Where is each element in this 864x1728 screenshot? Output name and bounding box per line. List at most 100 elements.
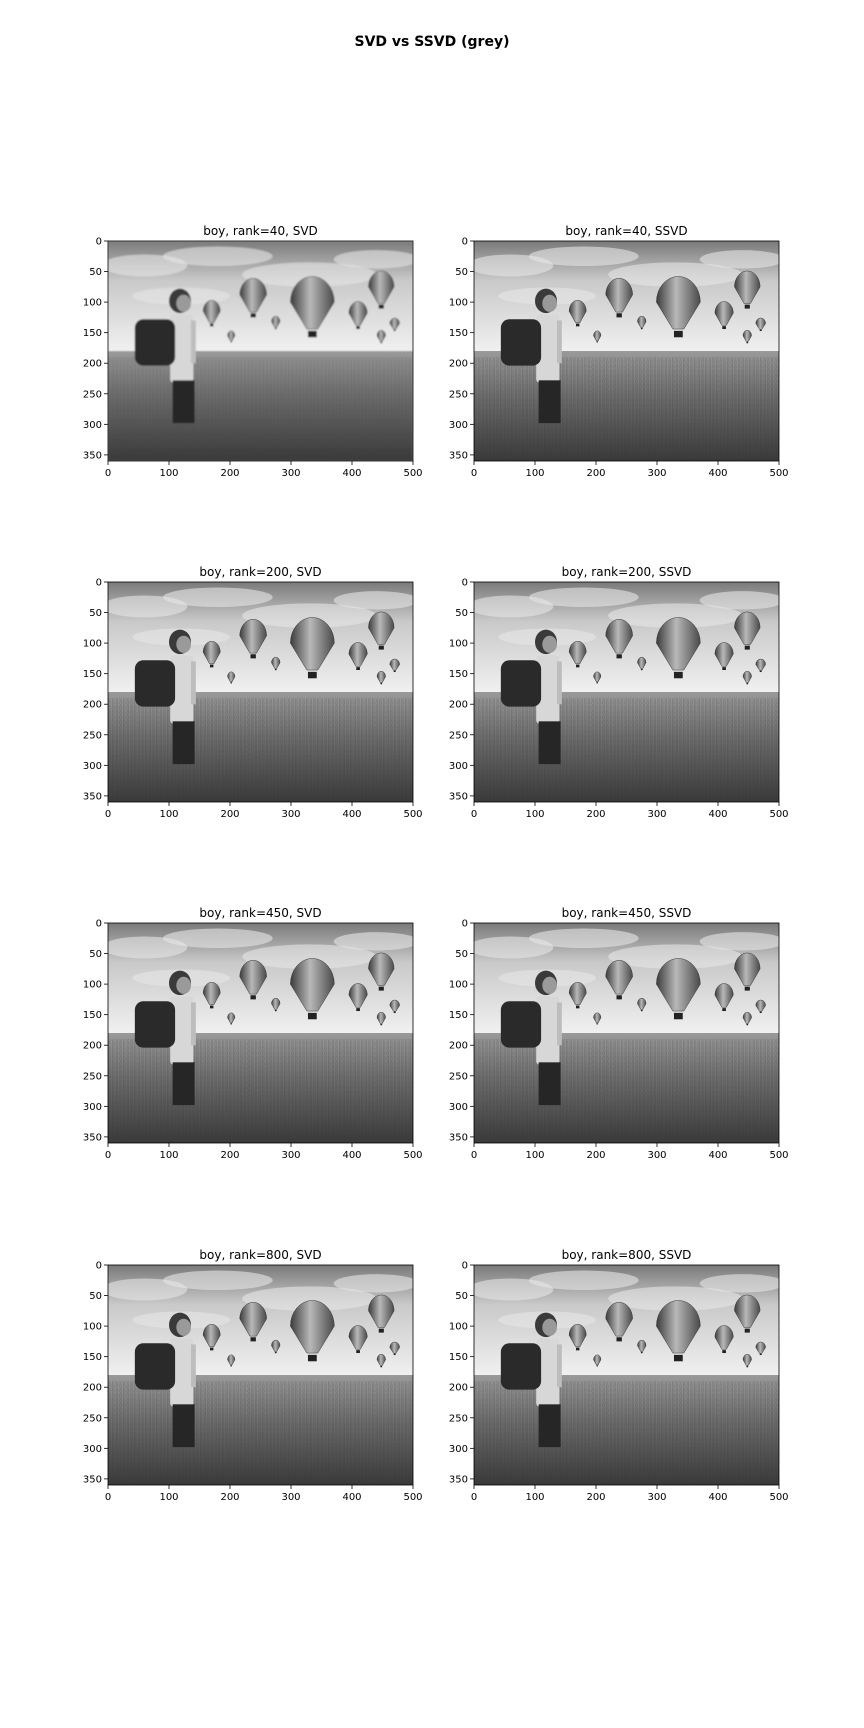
x-tick-label: 100 xyxy=(525,809,544,820)
y-tick-label: 0 xyxy=(462,578,468,589)
y-tick-label: 250 xyxy=(83,1413,102,1424)
y-tick-label: 200 xyxy=(83,359,102,370)
panel-title: boy, rank=40, SSVD xyxy=(565,224,687,238)
x-tick-label: 300 xyxy=(281,468,300,479)
axes-frame xyxy=(107,1264,414,1486)
panel-4: boy, rank=200, SSVD 0 100 200 300 400 500 0 50 10… xyxy=(449,565,789,820)
axes-frame xyxy=(473,922,780,1144)
x-tick-label: 100 xyxy=(525,1492,544,1503)
y-tick-label: 300 xyxy=(449,1444,468,1455)
x-tick-label: 400 xyxy=(708,468,727,479)
x-tick-label: 200 xyxy=(220,1492,239,1503)
x-tick-label: 200 xyxy=(586,1150,605,1161)
x-tick-label: 400 xyxy=(708,1150,727,1161)
x-tick-label: 100 xyxy=(159,1492,178,1503)
panel-6: boy, rank=450, SSVD 0 100 200 300 400 500 0 50 10… xyxy=(449,906,789,1161)
y-tick-label: 250 xyxy=(449,1413,468,1424)
axes-frame xyxy=(473,581,780,803)
y-tick-label: 150 xyxy=(449,1010,468,1021)
panel-image xyxy=(474,241,779,461)
x-tick-label: 400 xyxy=(342,468,361,479)
y-tick-label: 100 xyxy=(83,980,102,991)
panel-image xyxy=(108,582,413,802)
y-tick-label: 200 xyxy=(449,1041,468,1052)
y-tick-label: 300 xyxy=(449,420,468,431)
x-tick-label: 0 xyxy=(471,1150,477,1161)
x-tick-label: 200 xyxy=(586,809,605,820)
panel-title: boy, rank=40, SVD xyxy=(203,224,318,238)
x-tick-label: 300 xyxy=(281,1492,300,1503)
x-tick-label: 200 xyxy=(220,468,239,479)
y-tick-label: 200 xyxy=(449,359,468,370)
panel-image xyxy=(474,582,779,802)
x-tick-label: 500 xyxy=(403,1492,422,1503)
y-tick-label: 300 xyxy=(83,1102,102,1113)
y-tick-label: 0 xyxy=(96,919,102,930)
y-tick-label: 0 xyxy=(462,237,468,248)
x-tick-label: 100 xyxy=(525,468,544,479)
y-tick-label: 100 xyxy=(449,980,468,991)
y-tick-label: 300 xyxy=(83,761,102,772)
panel-7: boy, rank=800, SVD 0 100 200 300 400 500 0 50 100… xyxy=(83,1248,423,1503)
panel-title: boy, rank=800, SVD xyxy=(199,1248,321,1262)
y-tick-label: 150 xyxy=(83,1352,102,1363)
y-tick-label: 150 xyxy=(449,669,468,680)
y-tick-label: 350 xyxy=(83,450,102,461)
panel-title: boy, rank=800, SSVD xyxy=(562,1248,692,1262)
y-tick-label: 50 xyxy=(89,1291,102,1302)
y-tick-label: 200 xyxy=(449,1383,468,1394)
y-tick-label: 200 xyxy=(449,700,468,711)
y-tick-label: 250 xyxy=(449,1071,468,1082)
panel-2: boy, rank=40, SSVD 0 100 200 300 400 500 0 50 100… xyxy=(449,224,789,479)
y-tick-label: 100 xyxy=(83,639,102,650)
x-tick-label: 100 xyxy=(159,1150,178,1161)
y-tick-label: 300 xyxy=(449,1102,468,1113)
y-tick-label: 50 xyxy=(89,608,102,619)
y-tick-label: 100 xyxy=(449,1322,468,1333)
x-tick-label: 0 xyxy=(105,1492,111,1503)
x-tick-label: 400 xyxy=(708,1492,727,1503)
panel-image xyxy=(474,923,779,1143)
panel-title: boy, rank=450, SVD xyxy=(199,906,321,920)
panel-image xyxy=(108,1265,413,1485)
x-tick-label: 400 xyxy=(342,1150,361,1161)
x-tick-label: 100 xyxy=(159,809,178,820)
y-tick-label: 200 xyxy=(83,1383,102,1394)
y-tick-label: 50 xyxy=(89,949,102,960)
panel-8: boy, rank=800, SSVD 0 100 200 300 400 500 0 50 10… xyxy=(449,1248,789,1503)
y-tick-label: 350 xyxy=(449,791,468,802)
y-tick-label: 150 xyxy=(449,1352,468,1363)
panel-title: boy, rank=200, SSVD xyxy=(562,565,692,579)
y-tick-label: 300 xyxy=(83,420,102,431)
y-tick-label: 0 xyxy=(96,237,102,248)
y-tick-label: 350 xyxy=(449,1132,468,1143)
y-tick-label: 350 xyxy=(83,1474,102,1485)
y-tick-label: 50 xyxy=(455,949,468,960)
y-tick-label: 200 xyxy=(83,1041,102,1052)
y-tick-label: 50 xyxy=(455,1291,468,1302)
x-tick-label: 0 xyxy=(471,468,477,479)
y-tick-label: 150 xyxy=(449,328,468,339)
x-tick-label: 500 xyxy=(769,809,788,820)
x-tick-label: 0 xyxy=(105,1150,111,1161)
y-tick-label: 250 xyxy=(449,730,468,741)
panel-title: boy, rank=450, SSVD xyxy=(562,906,692,920)
x-tick-label: 0 xyxy=(471,1492,477,1503)
panel-image xyxy=(108,241,413,461)
axes-frame xyxy=(107,240,414,462)
panel-title: boy, rank=200, SVD xyxy=(199,565,321,579)
axes-frame xyxy=(473,1264,780,1486)
y-tick-label: 0 xyxy=(96,578,102,589)
x-tick-label: 0 xyxy=(471,809,477,820)
panel-image xyxy=(108,923,413,1143)
x-tick-label: 500 xyxy=(769,1150,788,1161)
y-tick-label: 350 xyxy=(83,1132,102,1143)
x-tick-label: 200 xyxy=(220,1150,239,1161)
axes-frame xyxy=(107,581,414,803)
y-tick-label: 100 xyxy=(449,639,468,650)
axes-frame xyxy=(107,922,414,1144)
x-tick-label: 500 xyxy=(403,809,422,820)
y-tick-label: 350 xyxy=(449,1474,468,1485)
